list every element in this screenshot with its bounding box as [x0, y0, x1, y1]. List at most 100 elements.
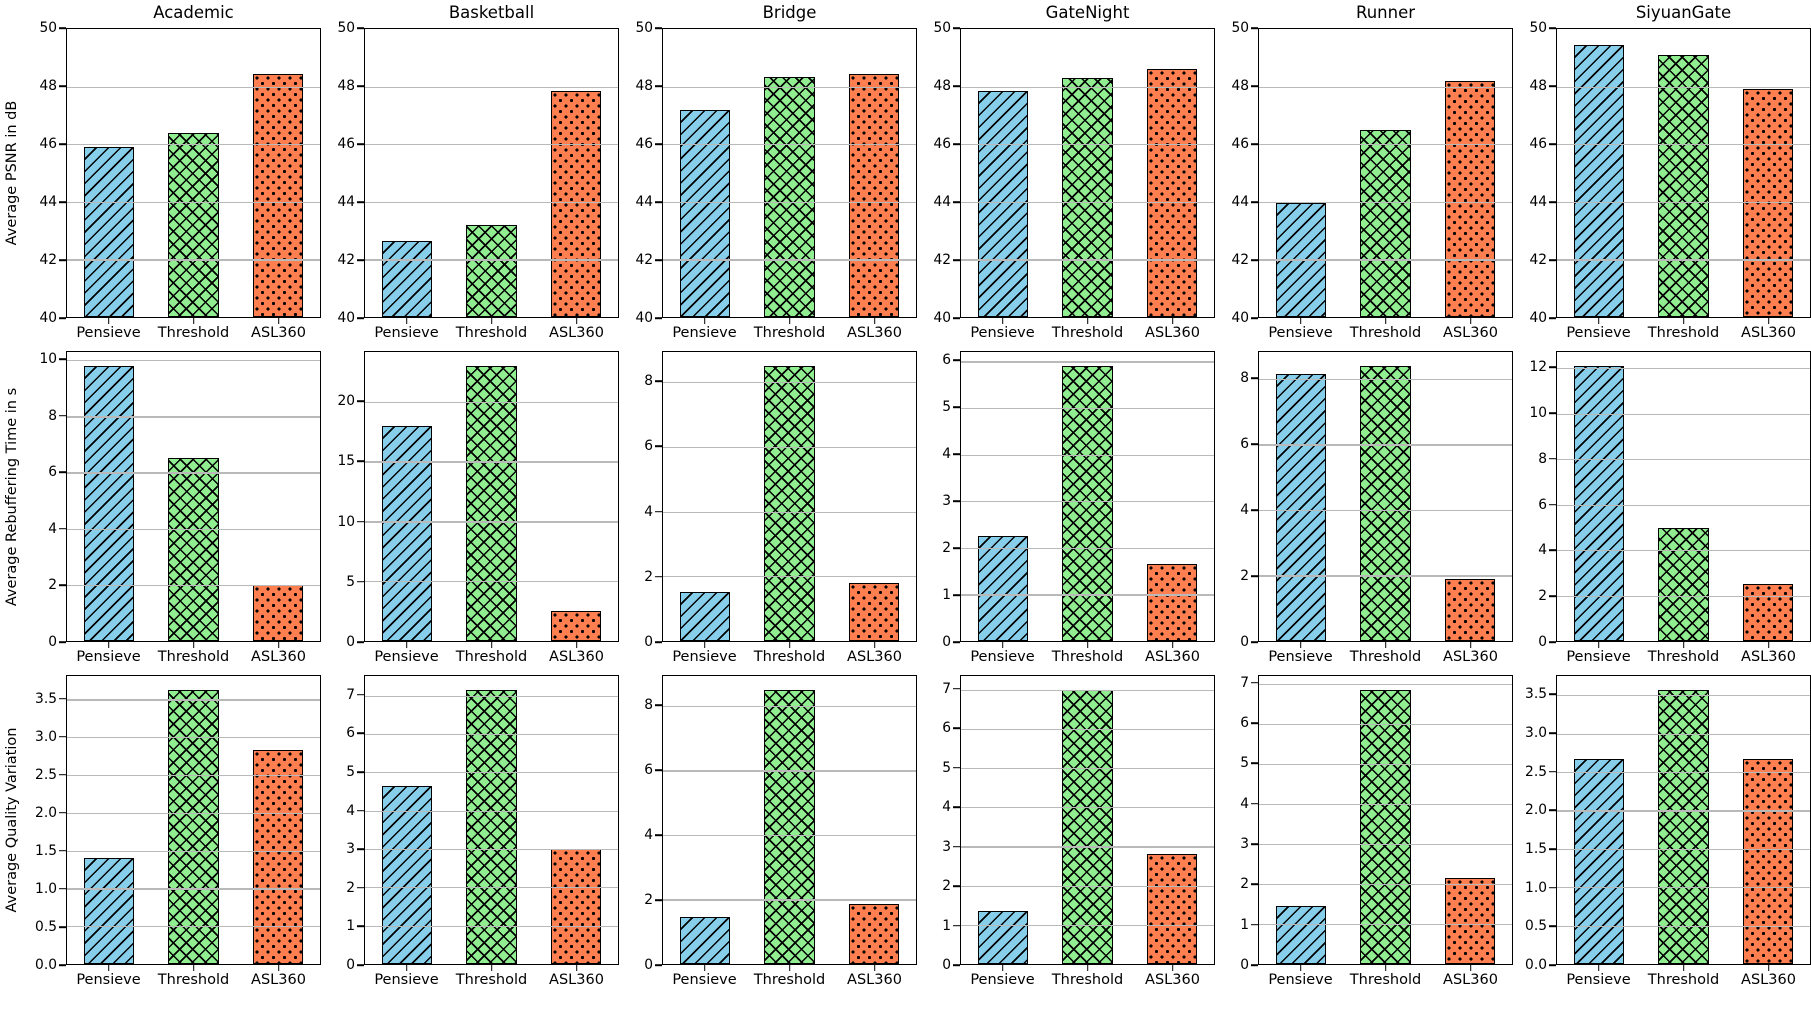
- bar-threshold: [1658, 689, 1709, 964]
- x-tick-label-asl360: ASL360: [549, 972, 604, 988]
- plot-box: [66, 351, 321, 642]
- y-tick-mark: [1549, 809, 1556, 812]
- subplot-r0-c0: Academic Average PSNR in dB 40 42 44 46 48 50 Pe…: [0, 0, 321, 351]
- x-spacer: [917, 965, 960, 998]
- y-tick-mark: [357, 886, 364, 889]
- y-tick-label: 3: [346, 841, 355, 858]
- grid-line: [961, 885, 1214, 887]
- y-tick-label: 0.0: [1525, 957, 1547, 973]
- y-tick-mark: [59, 697, 66, 700]
- bar-threshold: [466, 689, 517, 964]
- x-tick-label-asl360: ASL360: [251, 325, 306, 341]
- x-tick-label-pensieve: Pensieve: [76, 325, 141, 341]
- y-tick-label: 1: [1240, 916, 1249, 933]
- y-tick-mark: [953, 143, 960, 145]
- grid-line: [1557, 887, 1810, 889]
- y-tick-mark: [1251, 641, 1258, 643]
- grid-line: [67, 259, 320, 261]
- y-tick-mark: [357, 693, 364, 696]
- y-tick-mark: [1549, 27, 1556, 29]
- y-tick-label: 0: [644, 634, 653, 650]
- bar-pensieve: [977, 90, 1029, 317]
- subplot-title: Runner: [1355, 3, 1416, 22]
- x-tick-row: Pensieve Threshold ASL360: [321, 965, 619, 998]
- x-tick-label-threshold: Threshold: [157, 972, 230, 988]
- plot-area-row: Average Quality Variation 0.0 0.5 1.0 1.5 2.0…: [0, 675, 321, 973]
- y-tick-mark: [357, 925, 364, 928]
- grid-line: [961, 259, 1214, 261]
- y-tick-mark: [357, 143, 364, 145]
- x-tick-area: Pensieve Threshold ASL360: [662, 965, 917, 998]
- y-tick-label: 3.5: [35, 690, 57, 707]
- x-tick-mark: [1171, 965, 1174, 971]
- bar-asl360: [550, 611, 602, 641]
- subplot-title: Basketball: [448, 3, 535, 22]
- y-tick-mark: [357, 317, 364, 319]
- y-tick-mark: [953, 547, 960, 549]
- x-tick-mark: [1001, 318, 1004, 324]
- y-axis-label: Average Quality Variation: [4, 727, 20, 913]
- y-tick-mark: [953, 766, 960, 769]
- subplot-title: Academic: [153, 3, 234, 22]
- x-tick-label-threshold: Threshold: [455, 325, 528, 341]
- x-tick-label-threshold: Threshold: [157, 325, 230, 341]
- y-tick-mark: [953, 594, 960, 596]
- y-tick-label: 2: [942, 540, 951, 557]
- plot-box: [66, 28, 321, 318]
- x-tick-label-threshold: Threshold: [1647, 325, 1720, 341]
- y-tick-mark: [655, 769, 662, 771]
- x-spacer: [917, 642, 960, 675]
- y-tick-zone: 0 2 4 6 8: [619, 675, 662, 973]
- x-spacer: [1215, 642, 1258, 675]
- y-tick-label: 0: [48, 634, 57, 650]
- y-tick-mark: [655, 704, 662, 706]
- x-tick-label-pensieve: Pensieve: [374, 325, 439, 341]
- y-tick-label: 0: [942, 957, 951, 973]
- y-tick-zone: 0 2 4 6 8: [619, 351, 662, 650]
- y-tick-label: 46: [337, 136, 355, 152]
- y-tick-zone: 40 42 44 46 48 50: [1513, 20, 1556, 326]
- grid-line: [1557, 848, 1810, 850]
- x-tick-area: Pensieve Threshold ASL360: [960, 642, 1215, 675]
- y-tick-zone: 0 1 2 3 4 5 6 7: [1215, 675, 1258, 973]
- x-tick-mark: [1384, 965, 1387, 971]
- subplot-r2-c4: 0 1 2 3 4 5 6 7 Pensieve Threshold ASL360: [1215, 675, 1513, 1011]
- x-tick-mark: [1086, 642, 1089, 648]
- subplot-r2-c2: 0 2 4 6 8 Pensieve Threshold ASL360: [619, 675, 917, 1011]
- plot-area-row: 0 2 4 6 8: [619, 675, 917, 973]
- x-tick-label-threshold: Threshold: [1349, 649, 1422, 665]
- x-tick-area: Pensieve Threshold ASL360: [1258, 642, 1513, 675]
- x-tick-label-pensieve: Pensieve: [970, 325, 1035, 341]
- bar-pensieve: [1573, 44, 1625, 317]
- x-tick-mark: [1767, 642, 1770, 648]
- plot-area-row: 0 1 2 3 4 5 6 7: [917, 675, 1215, 973]
- y-tick-label: 48: [39, 78, 57, 94]
- bar-pensieve: [83, 858, 135, 964]
- plot-box: [662, 28, 917, 318]
- y-tick-mark: [1251, 843, 1258, 845]
- grid-line: [663, 259, 916, 261]
- x-tick-label-threshold: Threshold: [753, 972, 826, 988]
- y-tick-mark: [1251, 802, 1258, 805]
- y-tick-mark: [1251, 762, 1258, 765]
- x-tick-label-threshold: Threshold: [1051, 325, 1124, 341]
- y-tick-mark: [357, 641, 364, 643]
- y-tick-mark: [1251, 259, 1258, 261]
- y-tick-mark: [357, 201, 364, 203]
- y-tick-label: 0: [644, 957, 653, 973]
- y-tick-label: 40: [933, 310, 951, 326]
- subplot-title-row: Academic: [0, 0, 321, 28]
- y-tick-label: 50: [933, 20, 951, 36]
- y-tick-label: 4: [942, 446, 951, 463]
- x-spacer: [619, 318, 662, 351]
- y-tick-label: 6: [1240, 436, 1249, 453]
- bar-asl360: [1444, 80, 1496, 317]
- y-tick-label: 44: [635, 194, 653, 210]
- y-tick-zone: 40 42 44 46 48 50: [917, 20, 960, 326]
- grid-line: [67, 926, 320, 928]
- x-tick-row: Pensieve Threshold ASL360: [1513, 318, 1811, 351]
- y-tick-mark: [1549, 964, 1556, 966]
- bar-asl360: [1146, 564, 1198, 641]
- x-tick-mark: [1086, 965, 1089, 971]
- y-tick-zone: 0.0 0.5 1.0 1.5 2.0 2.5 3.0 3.5: [1513, 675, 1556, 973]
